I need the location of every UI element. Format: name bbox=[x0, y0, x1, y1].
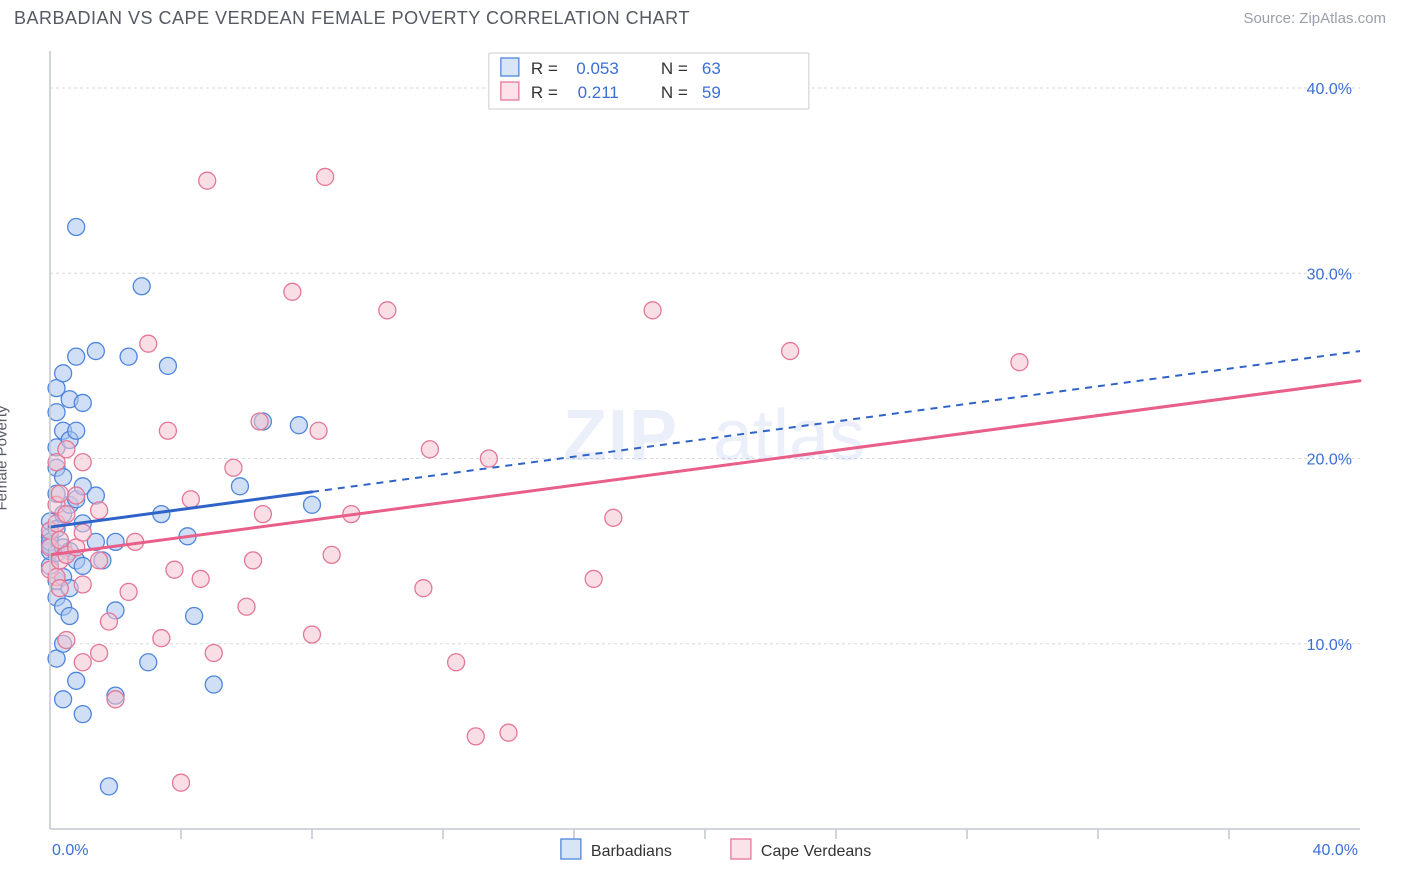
chart-title: BARBADIAN VS CAPE VERDEAN FEMALE POVERTY… bbox=[14, 8, 690, 29]
svg-text:N =: N = bbox=[661, 59, 688, 78]
chart-source: Source: ZipAtlas.com bbox=[1243, 10, 1386, 27]
scatter-chart-svg: ZIPatlas0.0%40.0%10.0%20.0%30.0%40.0%R =… bbox=[14, 33, 1392, 883]
svg-text:0.053: 0.053 bbox=[576, 59, 619, 78]
svg-text:Cape Verdeans: Cape Verdeans bbox=[761, 843, 871, 860]
svg-text:0.211: 0.211 bbox=[578, 83, 619, 102]
svg-text:63: 63 bbox=[702, 59, 721, 78]
svg-text:20.0%: 20.0% bbox=[1307, 452, 1352, 469]
svg-text:40.0%: 40.0% bbox=[1307, 81, 1352, 98]
svg-text:0.0%: 0.0% bbox=[52, 842, 88, 859]
svg-text:10.0%: 10.0% bbox=[1307, 637, 1352, 654]
svg-text:N =: N = bbox=[661, 83, 688, 102]
svg-text:Barbadians: Barbadians bbox=[591, 843, 672, 860]
chart-area: Female Poverty ZIPatlas0.0%40.0%10.0%20.… bbox=[14, 33, 1392, 883]
svg-text:59: 59 bbox=[702, 83, 721, 102]
svg-text:R =: R = bbox=[531, 83, 558, 102]
svg-text:30.0%: 30.0% bbox=[1307, 266, 1352, 283]
svg-text:ZIP: ZIP bbox=[563, 396, 678, 476]
y-axis-label: Female Poverty bbox=[0, 405, 11, 510]
svg-text:R =: R = bbox=[531, 59, 558, 78]
svg-text:40.0%: 40.0% bbox=[1313, 842, 1358, 859]
